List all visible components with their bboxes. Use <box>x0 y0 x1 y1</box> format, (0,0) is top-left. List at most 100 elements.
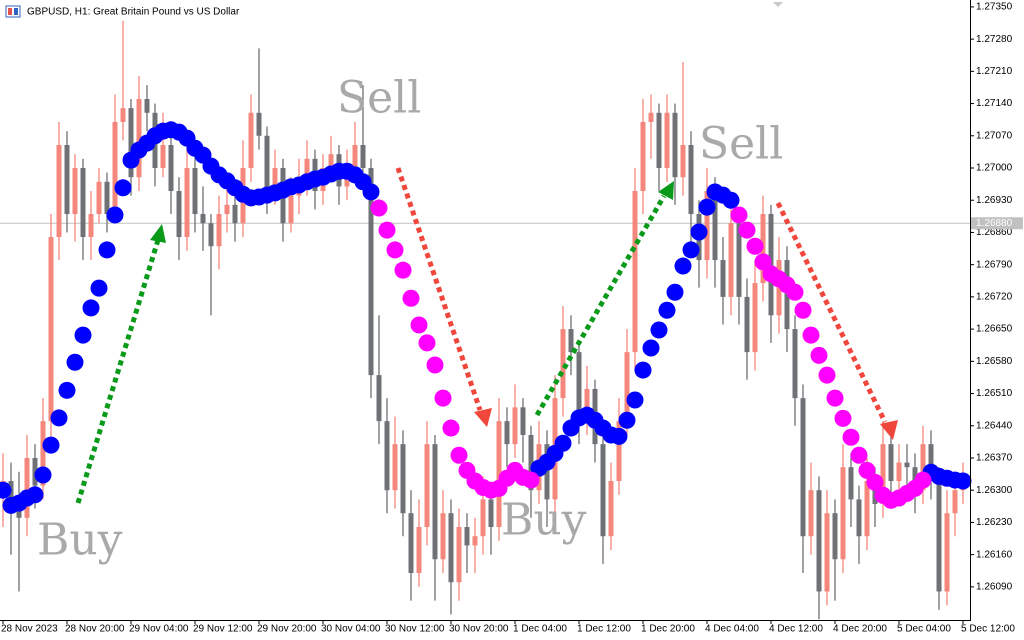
candle-body <box>272 168 278 192</box>
arrows <box>75 167 898 504</box>
candle-body <box>128 108 134 178</box>
indicator-dot <box>410 316 428 334</box>
x-tick-label: 28 Nov 20:00 <box>65 624 125 635</box>
candle-body <box>504 421 510 445</box>
candle-body <box>480 499 486 537</box>
candle-body <box>88 214 94 238</box>
y-tick-label: 1.26860 <box>976 227 1013 238</box>
y-tick-label: 1.26790 <box>976 259 1013 270</box>
candle-body <box>256 112 262 136</box>
candle-body <box>648 112 654 122</box>
candle-body <box>792 329 798 399</box>
indicator-dot <box>554 434 572 452</box>
indicator-dot <box>658 301 676 319</box>
indicator-dot <box>818 366 836 384</box>
indicator-dot <box>98 241 116 259</box>
indicator-dot <box>610 427 628 445</box>
y-tick-label: 1.27350 <box>976 2 1013 13</box>
indicator-dot <box>378 221 396 239</box>
indicator-dot <box>58 381 76 399</box>
arrow-head <box>658 181 674 200</box>
candle-body <box>864 480 870 537</box>
candle-body <box>208 223 214 247</box>
candle-body <box>192 168 198 215</box>
candle-body <box>528 434 534 491</box>
indicator-dot <box>386 241 404 259</box>
candle-body <box>136 98 142 178</box>
x-tick-label: 1 Dec 04:00 <box>513 624 567 635</box>
candle-body <box>360 144 366 169</box>
candle-body <box>880 444 886 505</box>
x-tick-label: 30 Nov 12:00 <box>385 624 445 635</box>
indicator-dot <box>842 428 860 446</box>
candle-body <box>632 191 638 353</box>
candle-body <box>432 444 438 560</box>
indicator-dot <box>690 223 708 241</box>
candle-body <box>144 98 150 113</box>
x-tick-label: 28 Nov 2023 <box>1 624 58 635</box>
x-tick-label: 29 Nov 04:00 <box>129 624 189 635</box>
candle-body <box>600 444 606 537</box>
y-tick-label: 1.26370 <box>976 453 1013 464</box>
indicator-dot <box>674 257 692 275</box>
candle-body <box>576 352 582 422</box>
x-tick-label: 4 Dec 04:00 <box>705 624 759 635</box>
indicator-dot <box>802 326 820 344</box>
x-tick-label: 4 Dec 20:00 <box>833 624 887 635</box>
candle-body <box>664 112 670 169</box>
arrow-head <box>474 408 492 427</box>
candle-body <box>928 444 934 481</box>
y-tick-label: 1.27280 <box>976 34 1013 45</box>
candle-body <box>104 181 110 215</box>
indicator-dot <box>682 241 700 259</box>
candle-body <box>944 513 950 592</box>
indicator-dot <box>50 409 68 427</box>
candle-body <box>232 204 238 224</box>
indicator-dot <box>42 436 60 454</box>
candle-body <box>416 527 422 574</box>
indicator-dot <box>794 301 812 319</box>
candle-body <box>840 467 846 560</box>
candle-body <box>120 108 126 122</box>
arrow-head <box>150 224 166 243</box>
indicator-dot <box>74 326 92 344</box>
indicator-dot <box>786 283 804 301</box>
indicator-dot <box>402 289 420 307</box>
candle-body <box>800 398 806 537</box>
indicator-dot <box>114 179 132 197</box>
candle-body <box>384 421 390 491</box>
indicator-dot <box>666 283 684 301</box>
icon <box>14 8 18 15</box>
y-tick-label: 1.26300 <box>976 485 1013 496</box>
indicator-dot <box>858 461 876 479</box>
candle-body <box>72 168 78 215</box>
y-tick-label: 1.26440 <box>976 420 1013 431</box>
candle-body <box>64 144 70 215</box>
candle-body <box>848 467 854 500</box>
title-bar: GBPUSD, H1: Great Britain Pound vs US Do… <box>5 5 240 18</box>
candle-body <box>176 191 182 238</box>
candle-body <box>816 490 822 592</box>
candle-body <box>920 444 926 491</box>
candle-body <box>80 168 86 238</box>
candle-body <box>584 388 590 422</box>
candle-body <box>824 513 830 592</box>
indicator-dot <box>826 389 844 407</box>
candle-body <box>808 490 814 537</box>
candle-body <box>160 144 166 169</box>
y-tick-label: 1.27000 <box>976 163 1013 174</box>
candle-body <box>560 329 566 399</box>
candle-body <box>224 204 230 215</box>
candle-body <box>168 144 174 192</box>
x-tick-label: 30 Nov 04:00 <box>321 624 381 635</box>
arrow-head <box>880 420 898 440</box>
chart-title: GBPUSD, H1: Great Britain Pound vs US Do… <box>27 7 240 18</box>
x-tick-label: 4 Dec 12:00 <box>769 624 823 635</box>
arrow <box>775 201 888 424</box>
candle-body <box>832 513 838 560</box>
candle-body <box>616 421 622 481</box>
indicator-dot <box>954 472 972 490</box>
indicator-dot <box>746 237 764 255</box>
